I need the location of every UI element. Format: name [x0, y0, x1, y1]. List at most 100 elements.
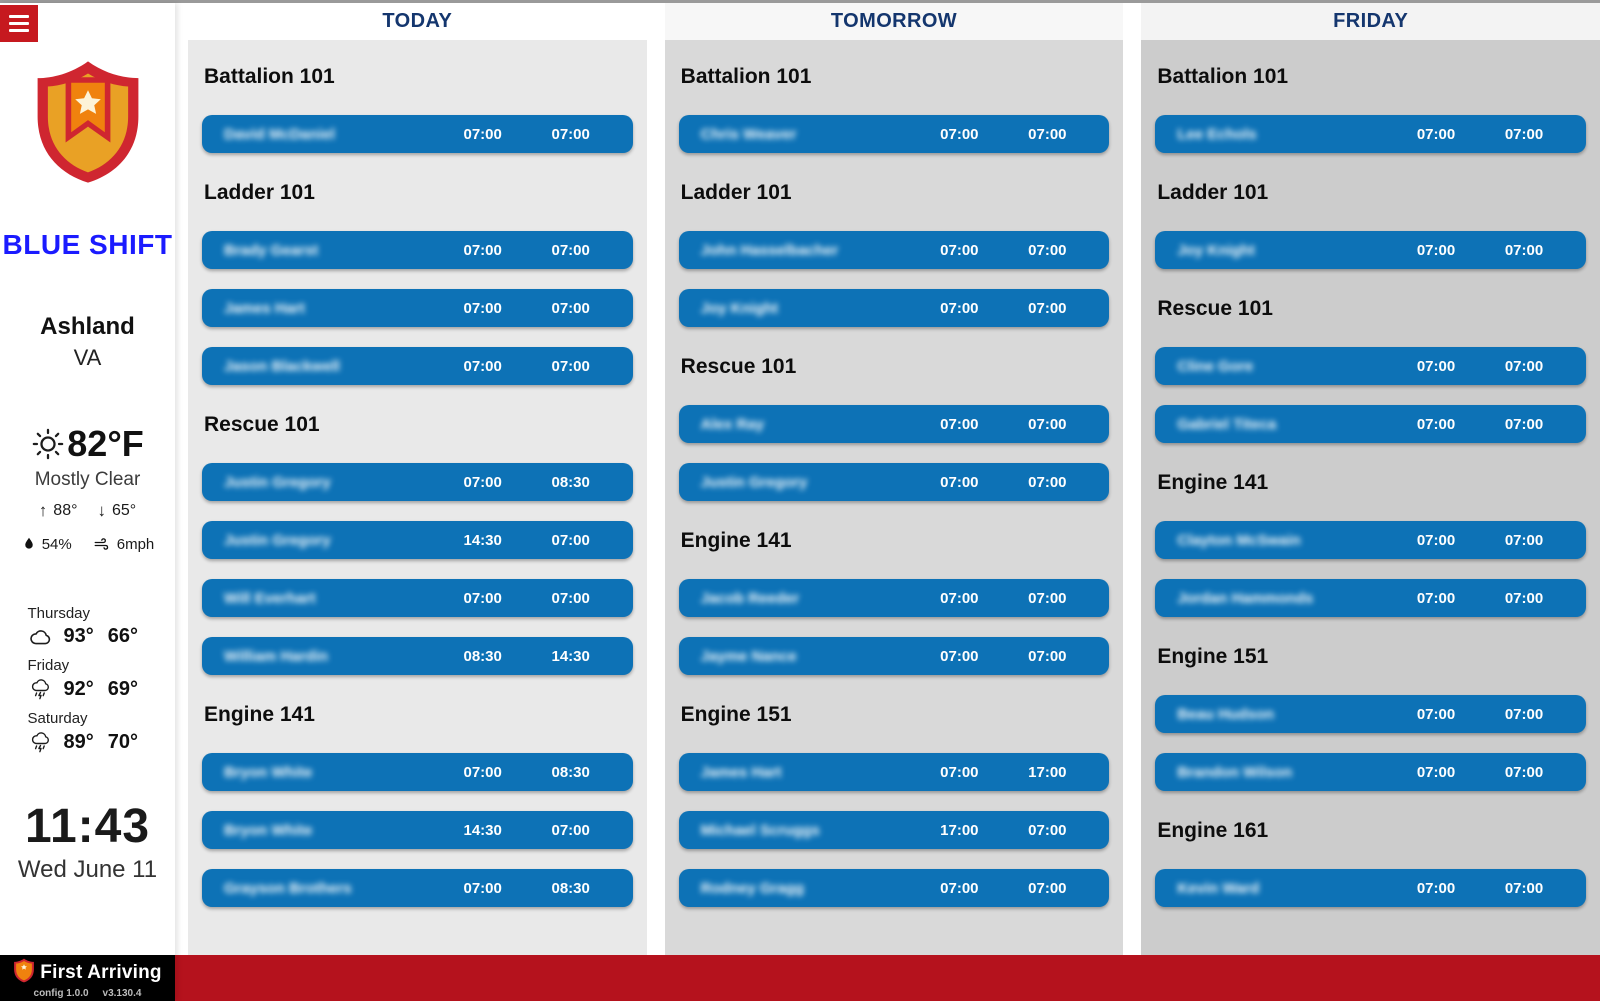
wind-icon — [92, 535, 112, 553]
personnel-row[interactable]: Kevin Ward 07:00 07:00 — [1155, 869, 1587, 907]
start-time: 07:00 — [940, 299, 979, 317]
personnel-row[interactable]: Grayson Brothers 07:00 08:30 — [202, 869, 633, 907]
personnel-row[interactable]: Cline Gore 07:00 07:00 — [1155, 347, 1587, 385]
wind-value: 6mph — [116, 535, 155, 553]
personnel-row[interactable]: Justin Gregory 14:30 07:00 — [202, 521, 633, 559]
personnel-row[interactable]: Beau Hudson 07:00 07:00 — [1155, 695, 1587, 733]
end-time: 07:00 — [1504, 531, 1544, 549]
personnel-name: Brady Gearst — [224, 241, 319, 259]
forecast-high: 93° — [63, 625, 94, 647]
forecast-day: Saturday — [27, 710, 88, 727]
start-time: 07:00 — [940, 879, 979, 897]
location-city: Ashland — [40, 313, 135, 340]
unit-heading: Engine 141 — [1157, 471, 1269, 494]
unit-heading: Ladder 101 — [680, 181, 792, 204]
droplet-icon — [21, 536, 37, 552]
start-time: 14:30 — [463, 821, 502, 839]
end-time: 07:00 — [1504, 415, 1544, 433]
start-time: 07:00 — [463, 125, 502, 143]
thunderstorm-icon — [28, 730, 54, 754]
personnel-row[interactable]: Jordan Hammonds 07:00 07:00 — [1155, 579, 1587, 617]
schedule-column-friday: FRIDAY Battalion 101 Lee Echols 07:00 07:00 L… — [1141, 3, 1600, 955]
start-time: 07:00 — [940, 473, 979, 491]
personnel-row[interactable]: Rodney Gragg 07:00 07:00 — [678, 869, 1110, 907]
personnel-row[interactable]: Clayton McSwain 07:00 07:00 — [1155, 521, 1587, 559]
personnel-row[interactable]: Jason Blackwell 07:00 07:00 — [202, 347, 633, 385]
personnel-name: John Hasselbacher — [700, 241, 839, 259]
end-time: 07:00 — [551, 125, 590, 143]
personnel-row[interactable]: Alex Ray 07:00 07:00 — [678, 405, 1110, 443]
personnel-row[interactable]: Brandon Wilson 07:00 07:00 — [1155, 753, 1587, 791]
personnel-name: Cline Gore — [1177, 357, 1254, 375]
personnel-name: Bryon White — [224, 763, 313, 781]
column-title: FRIDAY — [1333, 10, 1409, 32]
personnel-row[interactable]: John Hasselbacher 07:00 07:00 — [678, 231, 1110, 269]
personnel-row[interactable]: Jayme Nance 07:00 07:00 — [678, 637, 1110, 675]
personnel-row[interactable]: Joy Knight 07:00 07:00 — [1155, 231, 1587, 269]
end-time: 07:00 — [1028, 589, 1067, 607]
unit-heading: Engine 161 — [1157, 819, 1269, 842]
forecast-row: 92° 69° — [28, 677, 148, 701]
thunderstorm-icon — [28, 677, 54, 701]
start-time: 07:00 — [463, 589, 502, 607]
start-time: 07:00 — [1416, 415, 1456, 433]
schedule-board: TODAY Battalion 101 David McDaniel 07:00 07:… — [175, 3, 1600, 1001]
personnel-row[interactable]: Joy Knight 07:00 07:00 — [678, 289, 1110, 327]
menu-button[interactable] — [0, 5, 38, 42]
personnel-row[interactable]: Bryon White 14:30 07:00 — [202, 811, 633, 849]
start-time: 07:00 — [463, 473, 502, 491]
personnel-row[interactable]: Bryon White 07:00 08:30 — [202, 753, 633, 791]
end-time: 07:00 — [1504, 763, 1544, 781]
unit-heading: Battalion 101 — [204, 65, 335, 88]
clock-time: 11:43 — [24, 800, 151, 853]
humidity-wind: 54% 6mph — [21, 535, 155, 553]
personnel-row[interactable]: Will Everhart 07:00 07:00 — [202, 579, 633, 617]
end-time: 07:00 — [1504, 125, 1544, 143]
personnel-name: Grayson Brothers — [224, 879, 352, 897]
personnel-row[interactable]: Brady Gearst 07:00 07:00 — [202, 231, 633, 269]
start-time: 08:30 — [463, 647, 502, 665]
personnel-row[interactable]: Justin Gregory 07:00 07:00 — [678, 463, 1110, 501]
forecast-low: 70° — [107, 730, 138, 753]
end-time: 07:00 — [1028, 415, 1067, 433]
humidity-value: 54% — [41, 535, 72, 553]
personnel-name: Beau Hudson — [1177, 705, 1275, 723]
personnel-name: Jason Blackwell — [224, 357, 340, 375]
forecast-high: 92° — [63, 677, 94, 700]
personnel-row[interactable]: Jacob Reeder 07:00 07:00 — [678, 579, 1110, 617]
personnel-name: Brandon Wilson — [1177, 763, 1293, 781]
brand-name: First Arriving — [40, 961, 162, 983]
start-time: 07:00 — [940, 647, 979, 665]
start-time: 07:00 — [1416, 531, 1456, 549]
personnel-row[interactable]: James Hart 07:00 07:00 — [202, 289, 633, 327]
column-body: Battalion 101 Lee Echols 07:00 07:00 Ladder … — [1141, 40, 1600, 955]
end-time: 07:00 — [551, 241, 590, 259]
end-time: 08:30 — [551, 473, 590, 491]
schedule-column-today: TODAY Battalion 101 David McDaniel 07:00 07:… — [188, 3, 647, 955]
personnel-row[interactable]: Gabriel Titeca 07:00 07:00 — [1155, 405, 1587, 443]
personnel-row[interactable]: James Hart 07:00 17:00 — [678, 753, 1110, 791]
personnel-row[interactable]: David McDaniel 07:00 07:00 — [202, 115, 633, 153]
personnel-row[interactable]: Michael Scruggs 17:00 07:00 — [678, 811, 1110, 849]
end-time: 07:00 — [1504, 879, 1544, 897]
end-time: 07:00 — [1504, 357, 1544, 375]
high-temp: 88° — [53, 502, 78, 519]
shift-label: BLUE SHIFT — [2, 229, 173, 260]
personnel-row[interactable]: Justin Gregory 07:00 08:30 — [202, 463, 633, 501]
column-title: TODAY — [382, 10, 453, 32]
personnel-name: Michael Scruggs — [700, 821, 820, 839]
personnel-row[interactable]: Lee Echols 07:00 07:00 — [1155, 115, 1587, 153]
unit-heading: Rescue 101 — [1157, 297, 1273, 320]
personnel-name: Joy Knight — [700, 299, 779, 317]
personnel-row[interactable]: Chris Weaver 07:00 07:00 — [678, 115, 1110, 153]
start-time: 07:00 — [940, 125, 979, 143]
personnel-name: Will Everhart — [224, 589, 316, 607]
personnel-name: Justin Gregory — [700, 473, 808, 491]
down-arrow-icon: ↓ — [97, 501, 107, 520]
personnel-row[interactable]: William Hardin 08:30 14:30 — [202, 637, 633, 675]
end-time: 07:00 — [1028, 299, 1067, 317]
start-time: 07:00 — [463, 241, 502, 259]
unit-heading: Engine 151 — [680, 703, 792, 726]
low-temp: 65° — [112, 502, 137, 519]
personnel-name: Bryon White — [224, 821, 313, 839]
